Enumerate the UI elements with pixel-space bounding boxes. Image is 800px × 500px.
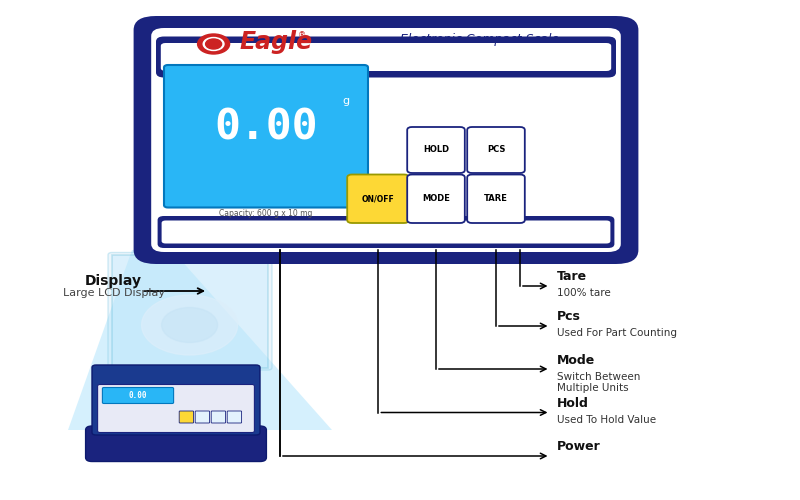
FancyBboxPatch shape: [179, 411, 194, 423]
Text: MODE: MODE: [422, 194, 450, 203]
Text: ®: ®: [298, 32, 306, 40]
Circle shape: [142, 295, 238, 355]
Text: Eagle: Eagle: [240, 30, 313, 54]
FancyBboxPatch shape: [151, 28, 621, 252]
Text: PCS: PCS: [487, 146, 505, 154]
Text: 0.00: 0.00: [214, 107, 318, 149]
Circle shape: [162, 308, 218, 342]
FancyBboxPatch shape: [158, 216, 614, 248]
Text: Tare: Tare: [557, 270, 587, 283]
FancyBboxPatch shape: [134, 16, 638, 264]
Polygon shape: [112, 255, 268, 368]
Polygon shape: [68, 250, 332, 430]
FancyBboxPatch shape: [467, 174, 525, 223]
Text: Power: Power: [557, 440, 601, 454]
FancyBboxPatch shape: [407, 174, 465, 223]
FancyBboxPatch shape: [156, 36, 616, 78]
FancyBboxPatch shape: [162, 220, 610, 244]
Text: Switch Between
Multiple Units: Switch Between Multiple Units: [557, 372, 640, 393]
Circle shape: [198, 34, 230, 54]
Text: Large LCD Display: Large LCD Display: [62, 288, 165, 298]
FancyBboxPatch shape: [195, 411, 210, 423]
FancyBboxPatch shape: [407, 127, 465, 173]
Text: Electronic Compact Scale: Electronic Compact Scale: [400, 34, 560, 46]
Text: Capacity: 600 g x 10 mg: Capacity: 600 g x 10 mg: [219, 209, 313, 218]
FancyBboxPatch shape: [211, 411, 226, 423]
Text: Used To Hold Value: Used To Hold Value: [557, 415, 656, 425]
Circle shape: [203, 38, 224, 51]
Text: HOLD: HOLD: [423, 146, 449, 154]
Text: Hold: Hold: [557, 397, 589, 410]
Text: Display: Display: [85, 274, 142, 288]
Text: Used For Part Counting: Used For Part Counting: [557, 328, 677, 338]
FancyBboxPatch shape: [467, 127, 525, 173]
FancyBboxPatch shape: [98, 384, 254, 432]
Text: 100% tare: 100% tare: [557, 288, 610, 298]
FancyBboxPatch shape: [92, 365, 260, 435]
Text: 0.00: 0.00: [128, 391, 147, 400]
FancyBboxPatch shape: [164, 65, 368, 208]
Text: g: g: [342, 96, 350, 106]
Circle shape: [206, 39, 222, 49]
Text: TARE: TARE: [484, 194, 508, 203]
FancyBboxPatch shape: [86, 426, 266, 462]
Text: Mode: Mode: [557, 354, 595, 366]
Text: Pcs: Pcs: [557, 310, 581, 324]
FancyBboxPatch shape: [102, 388, 174, 404]
FancyBboxPatch shape: [108, 252, 272, 370]
FancyBboxPatch shape: [347, 174, 409, 223]
Text: ON/OFF: ON/OFF: [362, 194, 394, 203]
FancyBboxPatch shape: [227, 411, 242, 423]
FancyBboxPatch shape: [161, 43, 611, 71]
